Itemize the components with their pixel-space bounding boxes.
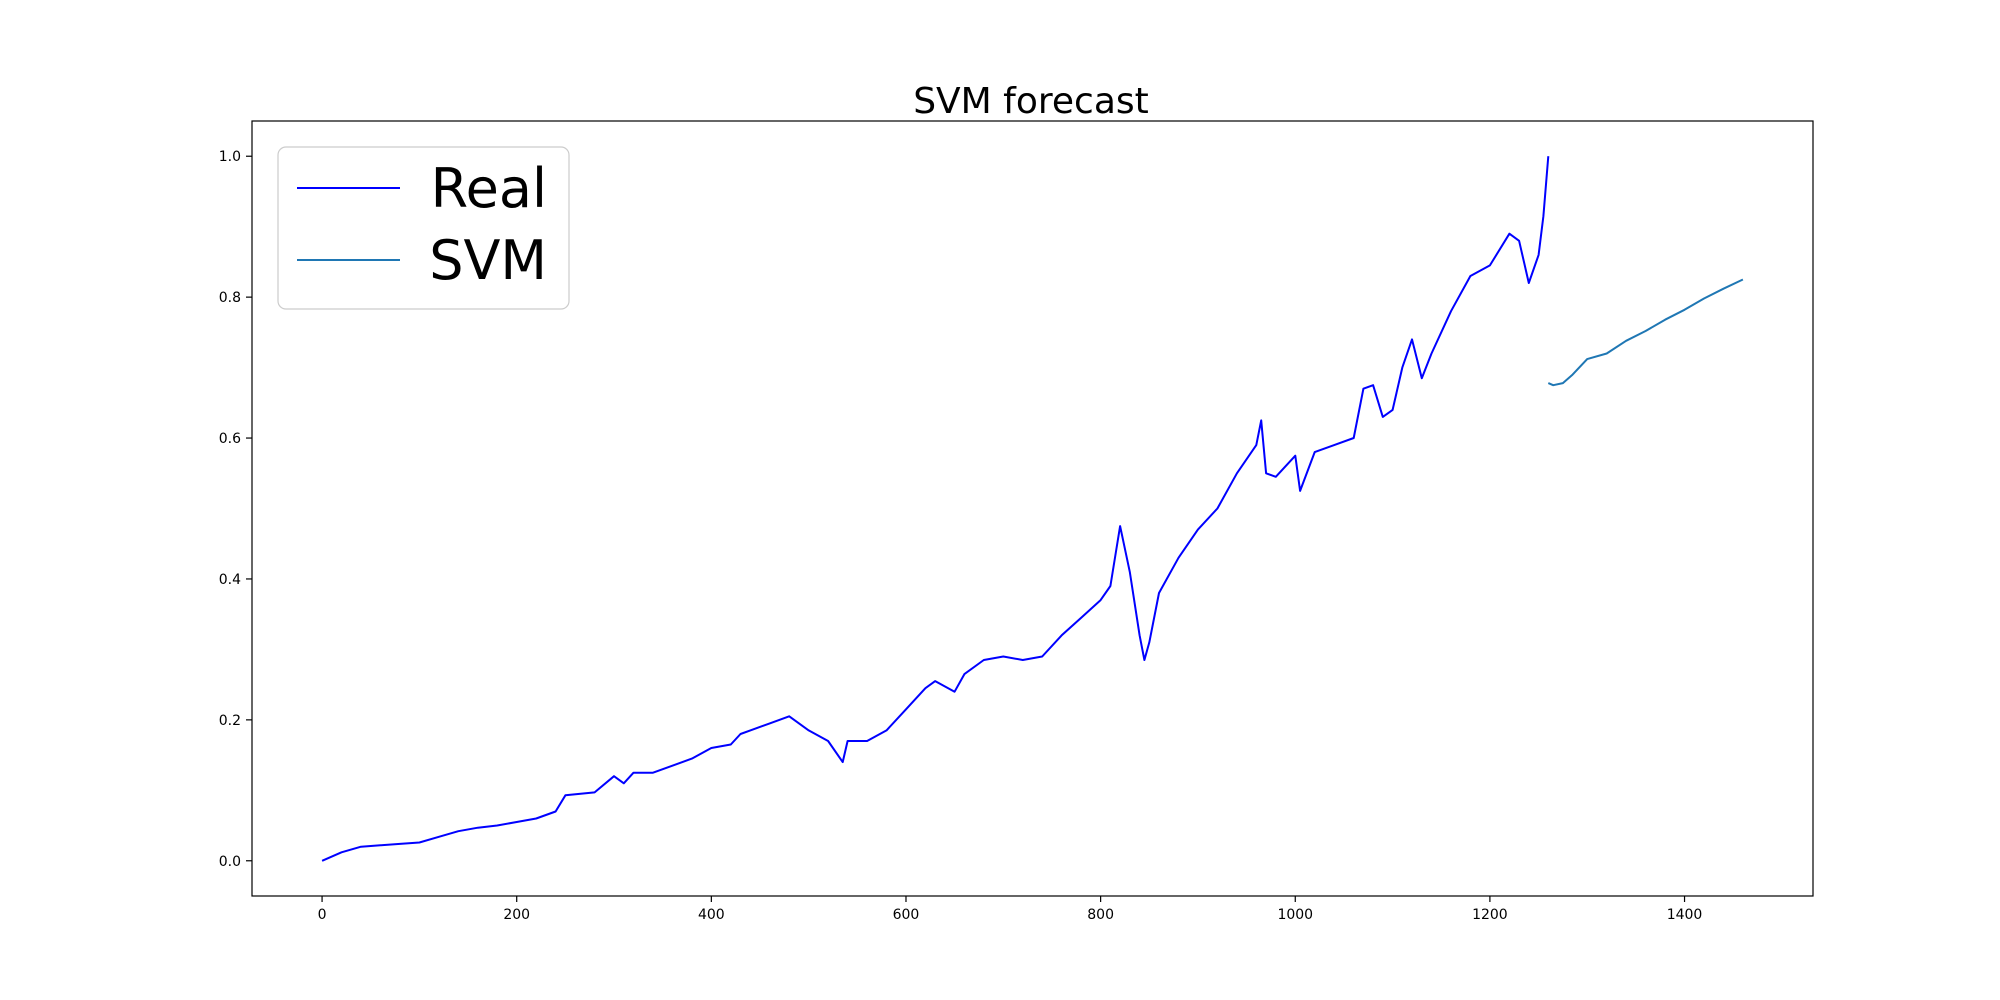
y-tick-label: 1.0 — [219, 149, 241, 165]
y-tick-label: 0.0 — [219, 854, 241, 870]
x-tick-label: 400 — [698, 907, 725, 923]
chart-title: SVM forecast — [913, 81, 1149, 122]
y-axis: 0.0 0.2 0.4 0.6 0.8 1.0 — [219, 149, 252, 870]
legend: Real SVM — [277, 146, 570, 310]
x-tick-label: 200 — [503, 907, 530, 923]
y-tick-label: 0.6 — [219, 431, 241, 447]
y-tick-label: 0.8 — [219, 290, 241, 306]
x-tick-label: 1200 — [1472, 907, 1508, 923]
x-tick-label: 800 — [1087, 907, 1114, 923]
x-tick-label: 600 — [893, 907, 920, 923]
y-tick-label: 0.4 — [219, 572, 241, 588]
series-layer — [321, 156, 1744, 862]
x-tick-label: 1400 — [1667, 907, 1703, 923]
x-tick-label: 0 — [318, 907, 327, 923]
legend-label-real: Real — [431, 157, 547, 220]
x-axis: 0 200 400 600 800 1000 1200 1400 — [318, 896, 1703, 923]
series-line-svm — [1547, 278, 1744, 387]
legend-label-svm: SVM — [429, 229, 547, 292]
y-tick-label: 0.2 — [219, 713, 241, 729]
series-line-real — [321, 156, 1550, 862]
x-tick-label: 1000 — [1277, 907, 1313, 923]
